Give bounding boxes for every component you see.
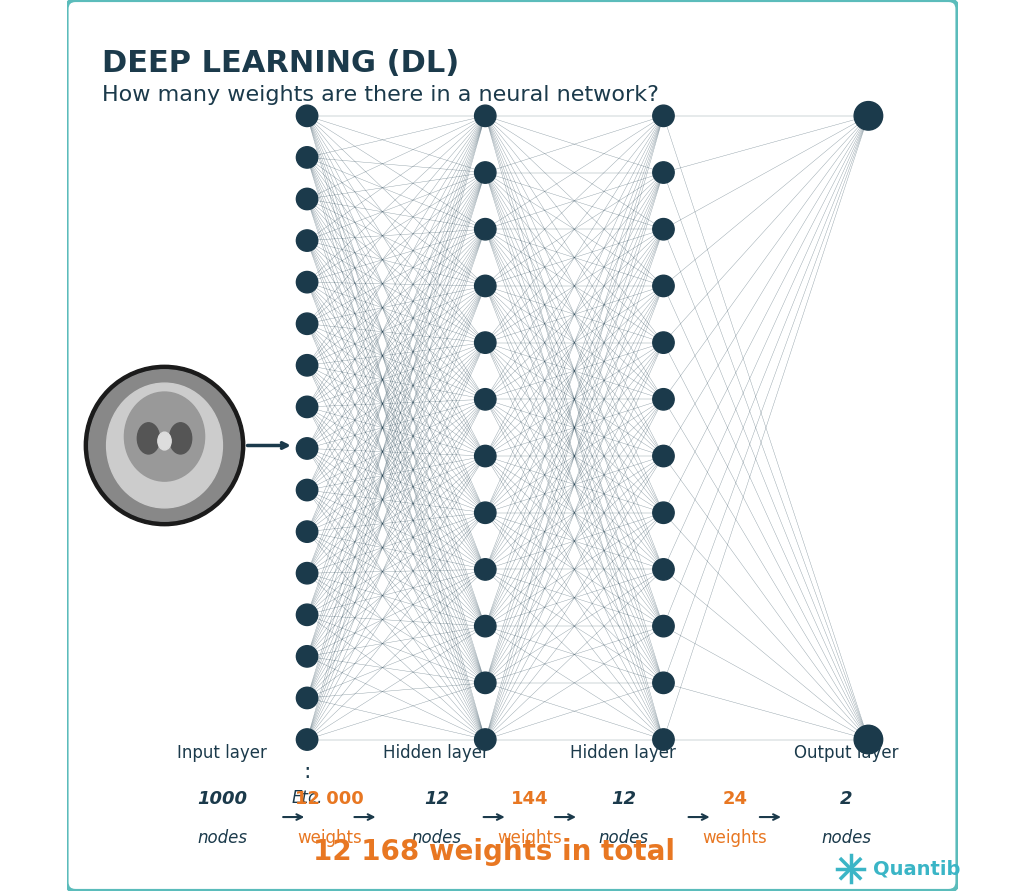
Text: 12: 12 xyxy=(611,790,636,808)
Circle shape xyxy=(474,388,496,410)
Circle shape xyxy=(296,355,317,376)
Circle shape xyxy=(652,388,674,410)
Text: weights: weights xyxy=(498,829,562,846)
Circle shape xyxy=(652,672,674,693)
Circle shape xyxy=(296,729,317,750)
Circle shape xyxy=(296,521,317,543)
Text: Etc.: Etc. xyxy=(292,789,323,806)
Text: nodes: nodes xyxy=(412,829,461,846)
Ellipse shape xyxy=(106,383,222,508)
Text: 1000: 1000 xyxy=(198,790,248,808)
Text: Quantib: Quantib xyxy=(872,859,961,879)
Text: 2: 2 xyxy=(840,790,852,808)
Ellipse shape xyxy=(137,423,160,454)
Text: 12: 12 xyxy=(424,790,449,808)
Circle shape xyxy=(652,446,674,467)
Text: Hidden layer: Hidden layer xyxy=(383,744,489,762)
Circle shape xyxy=(474,332,496,354)
Circle shape xyxy=(296,105,317,127)
Circle shape xyxy=(474,446,496,467)
Circle shape xyxy=(296,604,317,625)
Circle shape xyxy=(854,102,883,130)
Circle shape xyxy=(652,616,674,637)
Circle shape xyxy=(854,725,883,754)
Text: :: : xyxy=(303,762,311,781)
Circle shape xyxy=(652,162,674,184)
Text: 12 000: 12 000 xyxy=(295,790,364,808)
Circle shape xyxy=(652,218,674,240)
Text: DEEP LEARNING (DL): DEEP LEARNING (DL) xyxy=(102,49,460,78)
Circle shape xyxy=(474,559,496,580)
Circle shape xyxy=(652,332,674,354)
Circle shape xyxy=(296,188,317,209)
Text: 12 168 weights in total: 12 168 weights in total xyxy=(313,838,675,866)
Circle shape xyxy=(296,687,317,708)
Circle shape xyxy=(474,502,496,523)
Circle shape xyxy=(652,502,674,523)
Text: weights: weights xyxy=(702,829,767,846)
Circle shape xyxy=(474,162,496,184)
Circle shape xyxy=(474,729,496,750)
FancyBboxPatch shape xyxy=(67,0,957,891)
Circle shape xyxy=(296,437,317,459)
Circle shape xyxy=(652,275,674,297)
Text: nodes: nodes xyxy=(821,829,871,846)
Circle shape xyxy=(296,230,317,251)
Circle shape xyxy=(652,105,674,127)
Circle shape xyxy=(474,105,496,127)
Text: Output layer: Output layer xyxy=(794,744,898,762)
Text: 144: 144 xyxy=(511,790,549,808)
Circle shape xyxy=(474,616,496,637)
Circle shape xyxy=(296,646,317,667)
Text: How many weights are there in a neural network?: How many weights are there in a neural n… xyxy=(102,85,659,104)
Ellipse shape xyxy=(169,423,191,454)
Circle shape xyxy=(474,275,496,297)
Circle shape xyxy=(296,147,317,168)
Circle shape xyxy=(296,272,317,293)
Circle shape xyxy=(89,370,241,521)
Text: nodes: nodes xyxy=(598,829,648,846)
Text: Input layer: Input layer xyxy=(177,744,267,762)
Text: 24: 24 xyxy=(722,790,748,808)
Circle shape xyxy=(89,370,241,521)
Circle shape xyxy=(296,396,317,418)
Circle shape xyxy=(296,479,317,501)
Circle shape xyxy=(652,559,674,580)
Text: Hidden layer: Hidden layer xyxy=(570,744,676,762)
Circle shape xyxy=(84,365,245,526)
Circle shape xyxy=(474,218,496,240)
Circle shape xyxy=(474,672,496,693)
Text: weights: weights xyxy=(297,829,361,846)
Circle shape xyxy=(296,313,317,334)
Circle shape xyxy=(652,729,674,750)
Ellipse shape xyxy=(124,392,205,481)
Circle shape xyxy=(296,562,317,584)
Ellipse shape xyxy=(158,432,171,450)
Text: nodes: nodes xyxy=(198,829,248,846)
